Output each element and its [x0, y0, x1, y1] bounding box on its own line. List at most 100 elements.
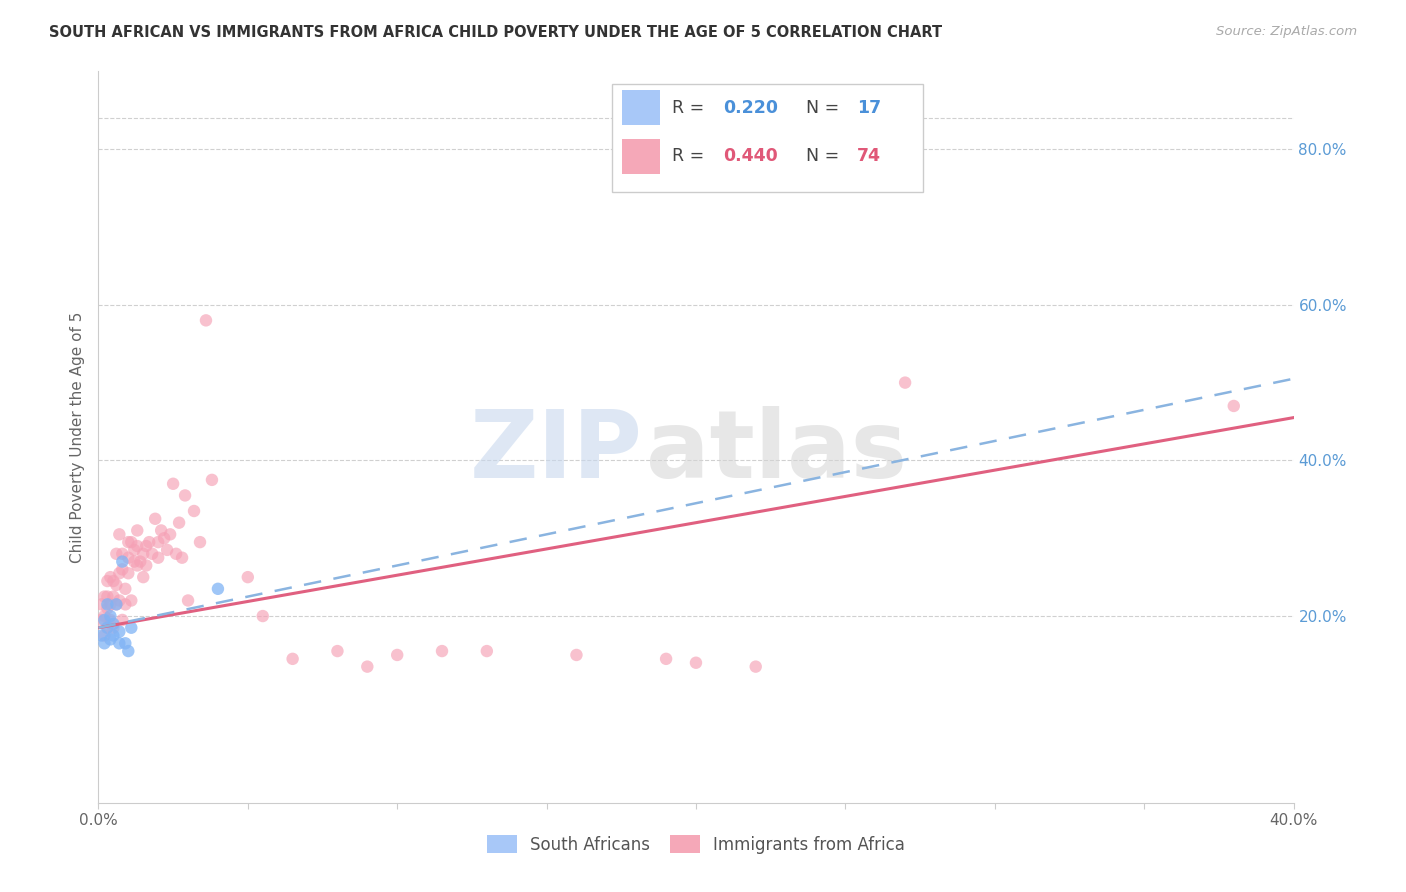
- Point: [135, 558, 157, 573]
- Point: [93, 590, 115, 604]
- Point: [127, 539, 149, 553]
- Point: [159, 527, 181, 541]
- Point: [103, 590, 125, 604]
- Text: 17: 17: [858, 99, 882, 117]
- Text: SOUTH AFRICAN VS IMMIGRANTS FROM AFRICA CHILD POVERTY UNDER THE AGE OF 5 CORRELA: SOUTH AFRICAN VS IMMIGRANTS FROM AFRICA …: [49, 25, 942, 40]
- Point: [475, 644, 498, 658]
- Point: [195, 313, 218, 327]
- Point: [96, 621, 118, 635]
- Point: [685, 656, 707, 670]
- Point: [103, 574, 125, 588]
- Point: [96, 574, 118, 588]
- Point: [103, 621, 125, 635]
- Point: [117, 535, 139, 549]
- Point: [103, 616, 125, 631]
- Point: [93, 613, 115, 627]
- Text: 0.440: 0.440: [724, 147, 778, 165]
- Point: [93, 628, 115, 642]
- Point: [111, 555, 134, 569]
- Point: [114, 636, 136, 650]
- Point: [174, 488, 197, 502]
- Legend: South Africans, Immigrants from Africa: South Africans, Immigrants from Africa: [479, 829, 912, 860]
- Point: [120, 593, 142, 607]
- Point: [108, 527, 131, 541]
- Point: [111, 613, 134, 627]
- Point: [120, 535, 142, 549]
- Point: [183, 504, 205, 518]
- Point: [148, 535, 170, 549]
- Point: [98, 632, 122, 647]
- Point: [565, 648, 588, 662]
- Text: 74: 74: [858, 147, 882, 165]
- Point: [108, 566, 131, 581]
- Point: [96, 601, 118, 615]
- Point: [894, 376, 917, 390]
- Point: [326, 644, 349, 658]
- Point: [111, 562, 134, 576]
- Text: Source: ZipAtlas.com: Source: ZipAtlas.com: [1216, 25, 1357, 38]
- Point: [188, 535, 211, 549]
- Point: [143, 512, 166, 526]
- Y-axis label: Child Poverty Under the Age of 5: Child Poverty Under the Age of 5: [69, 311, 84, 563]
- FancyBboxPatch shape: [613, 84, 922, 192]
- Point: [108, 624, 131, 639]
- Point: [177, 593, 200, 607]
- Point: [138, 535, 160, 549]
- Point: [1223, 399, 1246, 413]
- Point: [132, 570, 155, 584]
- Point: [655, 652, 678, 666]
- Point: [93, 609, 115, 624]
- Point: [745, 659, 768, 673]
- Point: [172, 550, 194, 565]
- Point: [127, 524, 149, 538]
- Text: ZIP: ZIP: [470, 406, 643, 498]
- Text: N =: N =: [806, 99, 845, 117]
- Point: [103, 628, 125, 642]
- Point: [98, 598, 122, 612]
- Point: [162, 476, 184, 491]
- Text: N =: N =: [806, 147, 845, 165]
- Point: [108, 593, 131, 607]
- Point: [96, 590, 118, 604]
- Point: [117, 550, 139, 565]
- Point: [132, 547, 155, 561]
- Point: [90, 613, 112, 627]
- Point: [148, 550, 170, 565]
- Bar: [621, 90, 661, 126]
- Point: [105, 598, 128, 612]
- Point: [153, 531, 176, 545]
- Point: [430, 644, 453, 658]
- Point: [98, 609, 122, 624]
- Point: [124, 542, 146, 557]
- Point: [96, 598, 118, 612]
- Bar: [621, 138, 661, 174]
- Point: [93, 636, 115, 650]
- Point: [114, 582, 136, 596]
- Point: [117, 644, 139, 658]
- Point: [201, 473, 224, 487]
- Text: atlas: atlas: [645, 406, 907, 498]
- Point: [90, 628, 112, 642]
- Point: [207, 582, 229, 596]
- Point: [120, 621, 142, 635]
- Point: [117, 566, 139, 581]
- Point: [356, 659, 378, 673]
- Point: [98, 613, 122, 627]
- Point: [98, 570, 122, 584]
- Text: 0.220: 0.220: [724, 99, 779, 117]
- Point: [111, 547, 134, 561]
- Point: [114, 598, 136, 612]
- Point: [135, 539, 157, 553]
- Point: [167, 516, 190, 530]
- Point: [129, 555, 152, 569]
- Point: [252, 609, 274, 624]
- Point: [236, 570, 259, 584]
- Text: R =: R =: [672, 99, 710, 117]
- Point: [127, 558, 149, 573]
- Point: [105, 547, 128, 561]
- Point: [150, 524, 173, 538]
- Point: [156, 542, 179, 557]
- Point: [124, 555, 146, 569]
- Point: [281, 652, 304, 666]
- Point: [165, 547, 187, 561]
